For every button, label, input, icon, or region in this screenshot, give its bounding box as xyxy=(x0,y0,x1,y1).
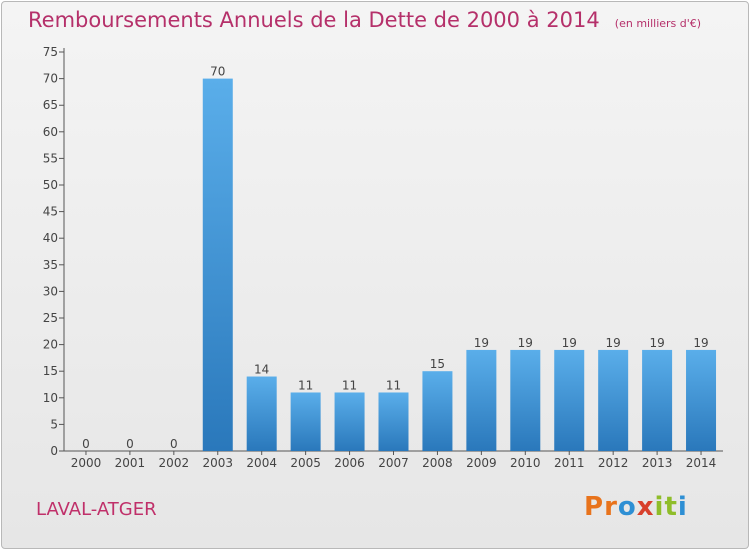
data-label: 19 xyxy=(693,336,708,350)
y-tick-label: 20 xyxy=(43,338,58,352)
bar xyxy=(378,392,409,451)
data-label: 11 xyxy=(342,378,357,392)
commune-name: LAVAL-ATGER xyxy=(36,499,157,520)
y-tick-label: 45 xyxy=(43,205,58,219)
logo-letter: x xyxy=(636,492,655,522)
y-tick-label: 0 xyxy=(50,444,58,458)
bar xyxy=(290,392,321,451)
y-tick-label: 70 xyxy=(43,72,58,86)
y-tick-label: 10 xyxy=(43,391,58,405)
x-tick-label: 2004 xyxy=(246,456,277,470)
bar xyxy=(554,349,585,451)
data-label: 15 xyxy=(430,357,445,371)
y-tick-label: 50 xyxy=(43,178,58,192)
logo-letter: P xyxy=(584,492,605,522)
bar xyxy=(334,392,365,451)
bar xyxy=(686,349,717,451)
bar xyxy=(466,349,497,451)
bar xyxy=(202,78,233,451)
y-tick-label: 15 xyxy=(43,364,58,378)
x-tick-label: 2006 xyxy=(334,456,365,470)
title-row: Remboursements Annuels de la Dette de 20… xyxy=(28,8,701,32)
x-tick-label: 2009 xyxy=(466,456,497,470)
x-tick-label: 2007 xyxy=(378,456,409,470)
chart-unit: (en milliers d'€) xyxy=(614,17,702,30)
data-label: 14 xyxy=(254,363,269,377)
x-tick-label: 2008 xyxy=(422,456,453,470)
x-tick-label: 2011 xyxy=(554,456,585,470)
data-labels: 0 0 0 70 14 11 11 11 15 19 19 19 19 19 19 xyxy=(82,65,709,451)
y-tick-label: 25 xyxy=(43,311,58,325)
bars xyxy=(202,78,717,451)
logo-letter: r xyxy=(604,492,618,522)
logo-letter: i xyxy=(654,492,665,522)
bar xyxy=(642,349,673,451)
x-tick-label: 2012 xyxy=(598,456,629,470)
data-label: 0 xyxy=(126,437,134,451)
bar xyxy=(246,376,277,451)
data-label: 11 xyxy=(386,378,401,392)
logo-letter: t xyxy=(664,492,678,522)
x-tick-label: 2000 xyxy=(71,456,102,470)
x-tick-label: 2014 xyxy=(686,456,717,470)
y-tick-label: 5 xyxy=(50,417,58,431)
data-label: 70 xyxy=(210,65,225,79)
y-tick-label: 55 xyxy=(43,151,58,165)
logo-letter: o xyxy=(617,492,637,522)
x-tick-label: 2002 xyxy=(159,456,190,470)
data-label: 19 xyxy=(562,336,577,350)
y-tick-label: 75 xyxy=(43,45,58,59)
x-tick-label: 2003 xyxy=(202,456,233,470)
logo-letter: i xyxy=(677,492,688,522)
data-label: 19 xyxy=(474,336,489,350)
bar xyxy=(598,349,629,451)
y-tick-label: 30 xyxy=(43,284,58,298)
chart-title: Remboursements Annuels de la Dette de 20… xyxy=(28,8,600,32)
bar xyxy=(422,371,453,451)
data-label: 19 xyxy=(606,336,621,350)
y-tick-label: 65 xyxy=(43,98,58,112)
data-label: 19 xyxy=(649,336,664,350)
x-tick-label: 2013 xyxy=(642,456,673,470)
y-tick-label: 40 xyxy=(43,231,58,245)
bar xyxy=(510,349,541,451)
y-tick-label: 60 xyxy=(43,125,58,139)
x-tick-label: 2010 xyxy=(510,456,541,470)
x-tick-label: 2001 xyxy=(115,456,146,470)
y-tick-label: 35 xyxy=(43,258,58,272)
x-tick-label: 2005 xyxy=(290,456,321,470)
axes: 0 5 10 15 20 25 30 35 40 45 50 55 60 65 70 75 2000 2001 20… xyxy=(43,45,723,470)
proxiti-logo: Proxiti xyxy=(584,492,688,522)
data-label: 0 xyxy=(82,437,90,451)
data-label: 0 xyxy=(170,437,178,451)
data-label: 19 xyxy=(518,336,533,350)
data-label: 11 xyxy=(298,378,313,392)
